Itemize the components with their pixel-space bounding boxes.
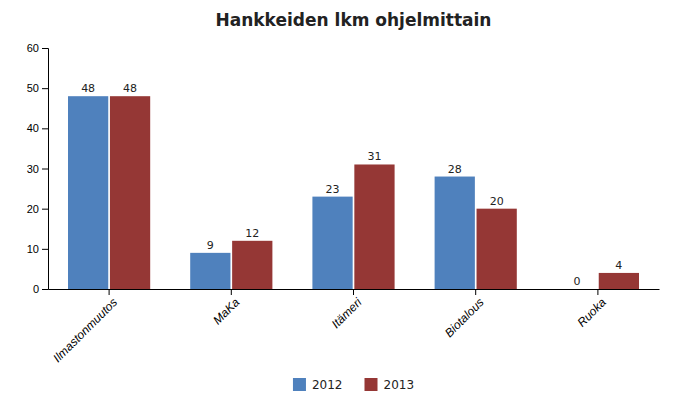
bar (354, 164, 394, 289)
y-tick: 0 (33, 283, 48, 295)
y-tick-label: 0 (33, 283, 39, 295)
y-tick-label: 50 (27, 82, 39, 94)
x-tick-mark (231, 289, 232, 295)
legend-label: 2013 (384, 378, 415, 392)
legend: 2012 2013 (293, 378, 414, 392)
y-tick-mark (42, 48, 48, 49)
data-label: 28 (448, 163, 462, 176)
bar (557, 289, 597, 290)
x-tick-label: Ruoka (575, 295, 610, 330)
legend-label: 2012 (312, 378, 343, 392)
legend-item: 2012 (293, 378, 343, 392)
data-labels: 48 9 23 28 0 48 12 31 20 4 (81, 82, 622, 288)
data-label: 9 (207, 239, 214, 252)
data-label: 0 (573, 275, 580, 288)
bars (68, 96, 639, 289)
chart-title: Hankkeiden lkm ohjelmittain (216, 10, 492, 30)
x-tick-mark (353, 289, 354, 295)
data-label: 12 (245, 227, 259, 240)
y-tick: 50 (27, 82, 48, 94)
y-tick-mark (42, 169, 48, 170)
bar (477, 209, 517, 289)
y-tick: 40 (27, 122, 48, 134)
y-axis-line (42, 49, 49, 290)
bar (232, 241, 272, 289)
y-tick-mark (42, 289, 48, 290)
data-label: 48 (81, 82, 95, 95)
y-tick-mark (42, 88, 48, 89)
y-tick: 10 (27, 243, 48, 255)
x-tick-label: Itämeri (329, 295, 365, 331)
x-tick-mark (475, 289, 476, 295)
bar (110, 96, 150, 289)
x-tick-mark (597, 289, 598, 295)
y-tick: 20 (27, 203, 48, 215)
x-axis: Ilmastonmuutos MaKa Itämeri Biotalous Ruoka (49, 289, 660, 365)
y-axis: 0 10 20 30 40 50 60 (27, 42, 49, 295)
bar (312, 197, 352, 289)
x-tick-label: MaKa (210, 295, 242, 327)
legend-swatch (365, 378, 378, 391)
y-tick-mark (42, 128, 48, 129)
bar (599, 273, 639, 289)
y-tick: 30 (27, 163, 48, 175)
data-label: 20 (490, 195, 504, 208)
y-tick-label: 10 (27, 243, 39, 255)
y-tick-label: 60 (27, 42, 39, 54)
legend-item: 2013 (365, 378, 415, 392)
x-tick-label: Biotalous (442, 295, 487, 340)
y-tick-label: 40 (27, 122, 39, 134)
y-tick: 60 (27, 42, 48, 54)
bar (68, 96, 108, 289)
chart-svg: Hankkeiden lkm ohjelmittain0102030405060… (0, 0, 679, 401)
data-label: 48 (123, 82, 137, 95)
legend-swatch (293, 378, 306, 391)
bar (190, 253, 230, 289)
x-tick-label: Ilmastonmuutos (50, 295, 120, 365)
x-tick: Ruoka (575, 289, 610, 330)
chart-container: Hankkeiden lkm ohjelmittain0102030405060… (0, 0, 679, 401)
data-label: 31 (367, 150, 381, 163)
data-label: 23 (326, 183, 340, 196)
y-tick-label: 20 (27, 203, 39, 215)
y-tick-label: 30 (27, 163, 39, 175)
y-tick-mark (42, 249, 48, 250)
bar (435, 177, 475, 289)
x-tick: Ilmastonmuutos (50, 289, 120, 365)
y-tick-mark (42, 209, 48, 210)
x-tick: Itämeri (329, 289, 365, 331)
x-tick: MaKa (210, 289, 242, 327)
data-label: 4 (615, 259, 622, 272)
x-tick-mark (109, 289, 110, 295)
x-tick: Biotalous (442, 289, 487, 340)
